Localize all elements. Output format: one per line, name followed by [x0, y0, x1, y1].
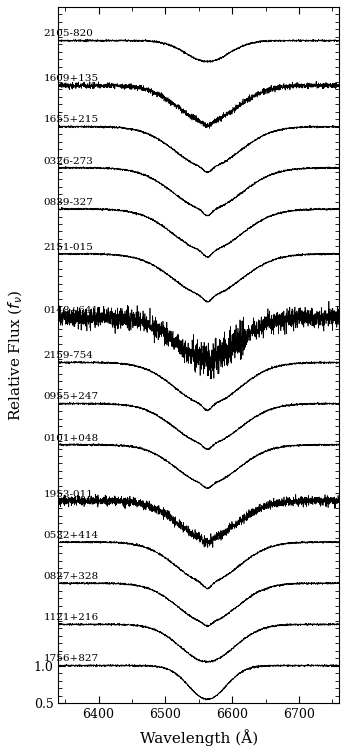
- Text: 2159-754: 2159-754: [44, 351, 93, 360]
- Text: 0955+247: 0955+247: [44, 392, 99, 401]
- X-axis label: Wavelength (Å): Wavelength (Å): [139, 729, 258, 746]
- Text: 0532+414: 0532+414: [44, 531, 99, 540]
- Text: 1756+827: 1756+827: [44, 654, 99, 663]
- Text: 1655+215: 1655+215: [44, 115, 99, 124]
- Text: 0326-273: 0326-273: [44, 157, 93, 166]
- Y-axis label: Relative Flux ($f_{\nu}$): Relative Flux ($f_{\nu}$): [7, 289, 25, 421]
- Text: 0148+641: 0148+641: [44, 306, 99, 316]
- Text: 0101+048: 0101+048: [44, 434, 99, 443]
- Text: 0827+328: 0827+328: [44, 572, 99, 581]
- Text: 1121+216: 1121+216: [44, 613, 99, 622]
- Text: 1953-011: 1953-011: [44, 489, 93, 498]
- Text: 0839-327: 0839-327: [44, 198, 93, 207]
- Text: 2105-820: 2105-820: [44, 29, 93, 38]
- Text: 1609+135: 1609+135: [44, 75, 99, 84]
- Text: 2151-015: 2151-015: [44, 242, 93, 252]
